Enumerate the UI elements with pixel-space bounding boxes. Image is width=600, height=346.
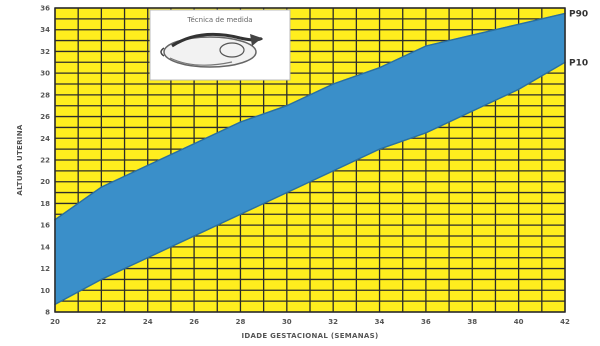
- percentile-label-p10: P10: [569, 58, 588, 68]
- series-line-p10: [54, 61, 566, 306]
- x-tick-label: 26: [189, 318, 199, 326]
- y-tick-label: 10: [40, 287, 50, 295]
- x-tick-label: 36: [421, 318, 431, 326]
- data-point-p10: [471, 110, 474, 112]
- inset-caption: Técnica de medida: [186, 16, 252, 24]
- y-tick-label: 24: [40, 135, 50, 143]
- x-tick-label: 34: [375, 318, 385, 326]
- data-point-p10: [100, 278, 103, 281]
- data-point-p10: [378, 148, 381, 150]
- data-point-p90: [425, 45, 427, 47]
- data-point-p10: [517, 88, 520, 91]
- data-point-p10: [239, 213, 242, 216]
- x-tick-label: 28: [236, 318, 246, 326]
- data-point-p90: [146, 164, 149, 167]
- x-tick-label: 22: [96, 318, 106, 326]
- data-point-p90: [239, 121, 242, 123]
- y-tick-label: 14: [40, 243, 50, 251]
- uterus-measure-icon: [160, 32, 264, 68]
- x-tick-label: 20: [50, 318, 60, 326]
- x-tick-label: 42: [560, 318, 570, 326]
- data-point-p90: [332, 83, 334, 85]
- data-point-p90: [378, 66, 381, 69]
- series-line-p90: [54, 12, 566, 221]
- y-tick-label: 36: [40, 5, 50, 13]
- data-point-p90: [286, 104, 288, 107]
- x-tick-label: 30: [282, 318, 292, 326]
- y-tick-label: 20: [40, 178, 50, 186]
- data-point-p90: [517, 23, 520, 26]
- x-axis-title: IDADE GESTACIONAL (SEMANAS): [242, 332, 379, 340]
- y-tick-label: 26: [40, 113, 50, 121]
- data-point-p10: [286, 191, 288, 194]
- y-tick-label: 12: [40, 265, 50, 273]
- y-tick-label: 34: [40, 26, 50, 34]
- data-point-p10: [332, 170, 334, 172]
- x-tick-label: 24: [143, 318, 153, 326]
- y-tick-label: 32: [40, 48, 50, 56]
- data-point-p90: [193, 142, 195, 145]
- y-tick-label: 16: [40, 222, 50, 230]
- plot-area: 20 22 24 26 28 30 32 34 36 38 40 42 8 10 12 14 16 18 20 22 2…: [16, 5, 588, 341]
- data-point-p10: [193, 235, 195, 237]
- y-axis-title: ALTURA UTERINA: [16, 124, 24, 195]
- y-tick-label: 28: [40, 91, 50, 99]
- percentile-label-p90: P90: [569, 9, 588, 19]
- y-tick-label: 22: [40, 157, 50, 165]
- data-point-p90: [100, 186, 103, 188]
- x-tick-label: 38: [467, 318, 477, 326]
- y-tick-label: 30: [40, 70, 50, 78]
- y-tick-label: 18: [40, 200, 50, 208]
- x-tick-label: 40: [514, 318, 524, 326]
- x-tick-label: 32: [328, 318, 338, 326]
- data-point-p90: [471, 34, 474, 36]
- data-point-p10: [146, 256, 149, 259]
- plot-frame: [54, 7, 566, 313]
- y-tick-label: 8: [45, 309, 50, 317]
- inset-illustration: Técnica de medida: [149, 9, 291, 81]
- data-point-p10: [425, 132, 427, 134]
